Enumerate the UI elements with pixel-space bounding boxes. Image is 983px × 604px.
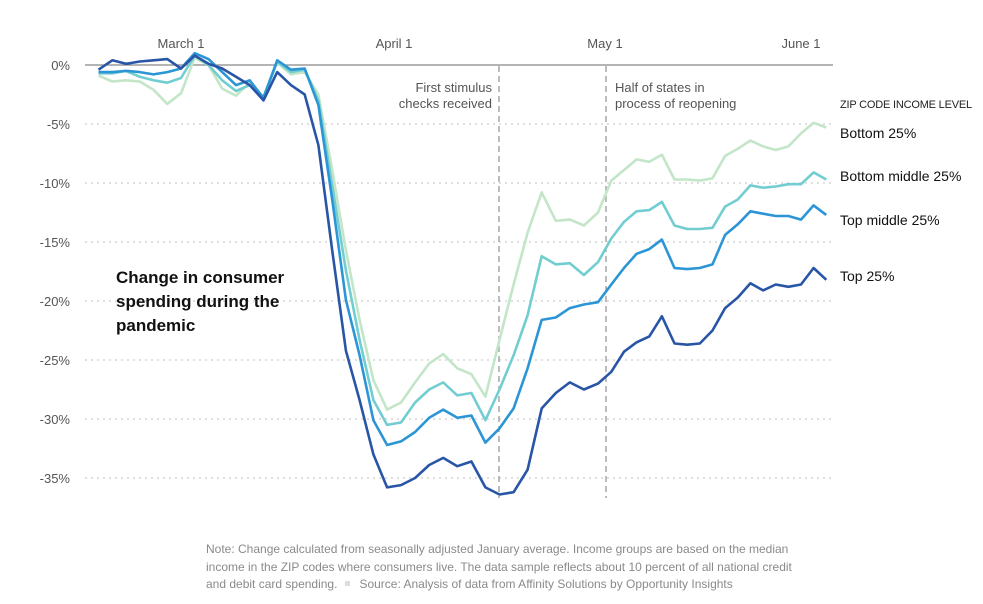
x-tick-label: June 1 [781, 36, 820, 51]
separator-square [345, 581, 351, 587]
y-tick-label: -20% [40, 294, 71, 309]
x-axis-ticks: March 1 April 1 May 1 June 1 [158, 36, 821, 51]
series-line-bottom-middle [98, 54, 827, 427]
annotation-text: First stimulus [415, 80, 492, 95]
gridlines [85, 64, 833, 479]
legend-label-top: Top 25% [840, 268, 895, 284]
series-line-bottom [97, 56, 827, 411]
annotation-text: Half of states in [615, 80, 705, 95]
y-tick-label: -25% [40, 353, 71, 368]
annotation-text: checks received [399, 96, 492, 111]
note-text: Note: Change calculated from seasonally … [206, 542, 792, 591]
y-tick-label: -10% [40, 176, 71, 191]
legend-label-top-middle: Top middle 25% [840, 212, 940, 228]
x-tick-label: April 1 [376, 36, 413, 51]
x-tick-label: May 1 [587, 36, 622, 51]
legend-title: ZIP CODE INCOME LEVEL [840, 99, 972, 111]
annotation-text: process of reopening [615, 96, 736, 111]
legend-label-bottom-middle: Bottom middle 25% [840, 168, 962, 184]
chart-title: Change in consumer spending during the p… [116, 268, 285, 335]
legend-label-bottom: Bottom 25% [840, 125, 917, 141]
y-tick-label: 0% [51, 58, 70, 73]
series-line-top-middle [98, 51, 828, 447]
y-tick-label: -30% [40, 412, 71, 427]
source-text: Source: Analysis of data from Affinity S… [359, 577, 733, 591]
y-tick-label: -15% [40, 235, 71, 250]
y-axis-ticks: 0% -5% -10% -15% -20% -25% -30% -35% [40, 58, 71, 486]
x-tick-label: March 1 [158, 36, 205, 51]
footnote: Note: Change calculated from seasonally … [206, 541, 806, 594]
series-line-top [97, 54, 828, 496]
y-tick-label: -35% [40, 471, 71, 486]
y-tick-label: -5% [47, 117, 71, 132]
series-lines [97, 51, 828, 496]
